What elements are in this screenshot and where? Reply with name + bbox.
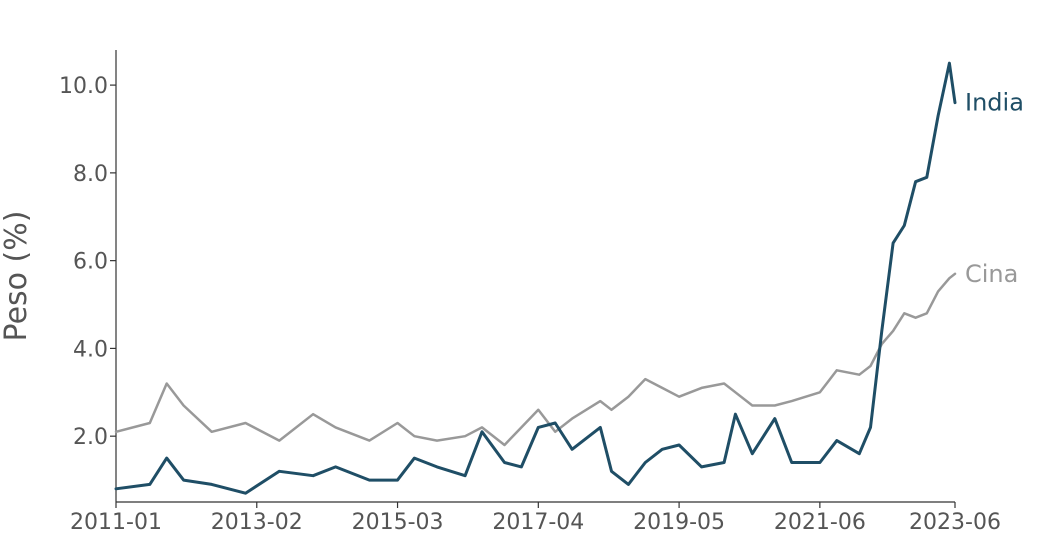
- series-label-india: India: [965, 89, 1024, 117]
- y-axis-title: Peso (%): [0, 211, 34, 342]
- y-tick-label: 10.0: [59, 74, 108, 99]
- x-tick-label: 2013-02: [211, 510, 303, 535]
- series-lines: [114, 61, 957, 495]
- series-label-cina: Cina: [965, 260, 1018, 288]
- ticks: 2.0 4.0 6.0 8.0 10.0 2011-01 2013-02 2015-03 201…: [59, 74, 1001, 535]
- series-line-india: [114, 61, 957, 495]
- x-tick-label: 2017-04: [492, 510, 584, 535]
- y-tick-label: 4.0: [73, 337, 108, 362]
- x-tick-label: 2023-06: [909, 510, 1001, 535]
- x-tick-label: 2011-01: [70, 510, 162, 535]
- y-tick-label: 8.0: [73, 162, 108, 187]
- series-line-cina: [114, 272, 957, 447]
- x-tick-label: 2021-06: [774, 510, 866, 535]
- y-tick-label: 2.0: [73, 425, 108, 450]
- x-tick-label: 2019-05: [633, 510, 725, 535]
- series-labels: India Cina: [965, 89, 1024, 288]
- axes: [115, 50, 955, 503]
- x-tick-label: 2015-03: [352, 510, 444, 535]
- y-tick-label: 6.0: [73, 250, 108, 275]
